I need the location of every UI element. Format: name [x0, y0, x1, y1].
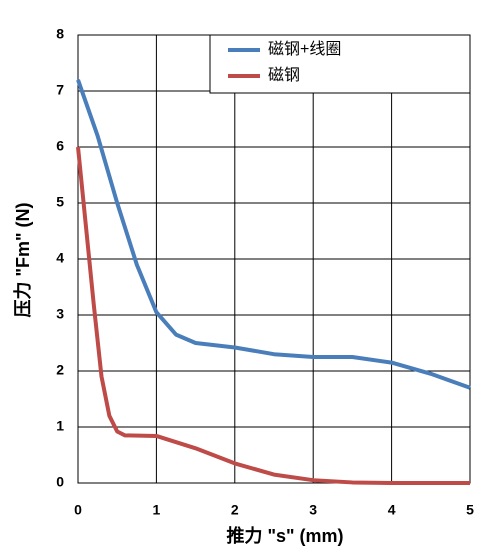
legend — [209, 34, 471, 94]
y-tick-label: 4 — [56, 250, 64, 266]
data-line — [76, 146, 470, 485]
y-tick-label: 8 — [56, 26, 64, 42]
legend-label: 磁钢 — [268, 66, 300, 84]
y-tick-label: 2 — [56, 362, 64, 378]
y-tick-label: 7 — [56, 82, 64, 98]
x-tick-label: 2 — [231, 502, 239, 518]
y-tick-label: 6 — [56, 138, 64, 154]
x-tick-label: 1 — [153, 502, 161, 518]
x-tick-label: 4 — [388, 502, 396, 518]
data-line — [76, 79, 471, 390]
legend-label: 磁钢+线圈 — [268, 40, 341, 58]
x-axis-label: 推力 "s" (mm) — [226, 525, 343, 546]
x-tick-label: 5 — [466, 502, 474, 518]
x-tick-label: 0 — [74, 502, 82, 518]
y-axis-label: 压力 "Fm" (N) — [13, 202, 33, 317]
y-tick-label: 5 — [56, 194, 64, 210]
y-tick-label: 0 — [56, 474, 64, 490]
y-tick-label: 3 — [56, 306, 64, 322]
x-tick-label: 3 — [309, 502, 317, 518]
y-tick-label: 1 — [56, 418, 64, 434]
